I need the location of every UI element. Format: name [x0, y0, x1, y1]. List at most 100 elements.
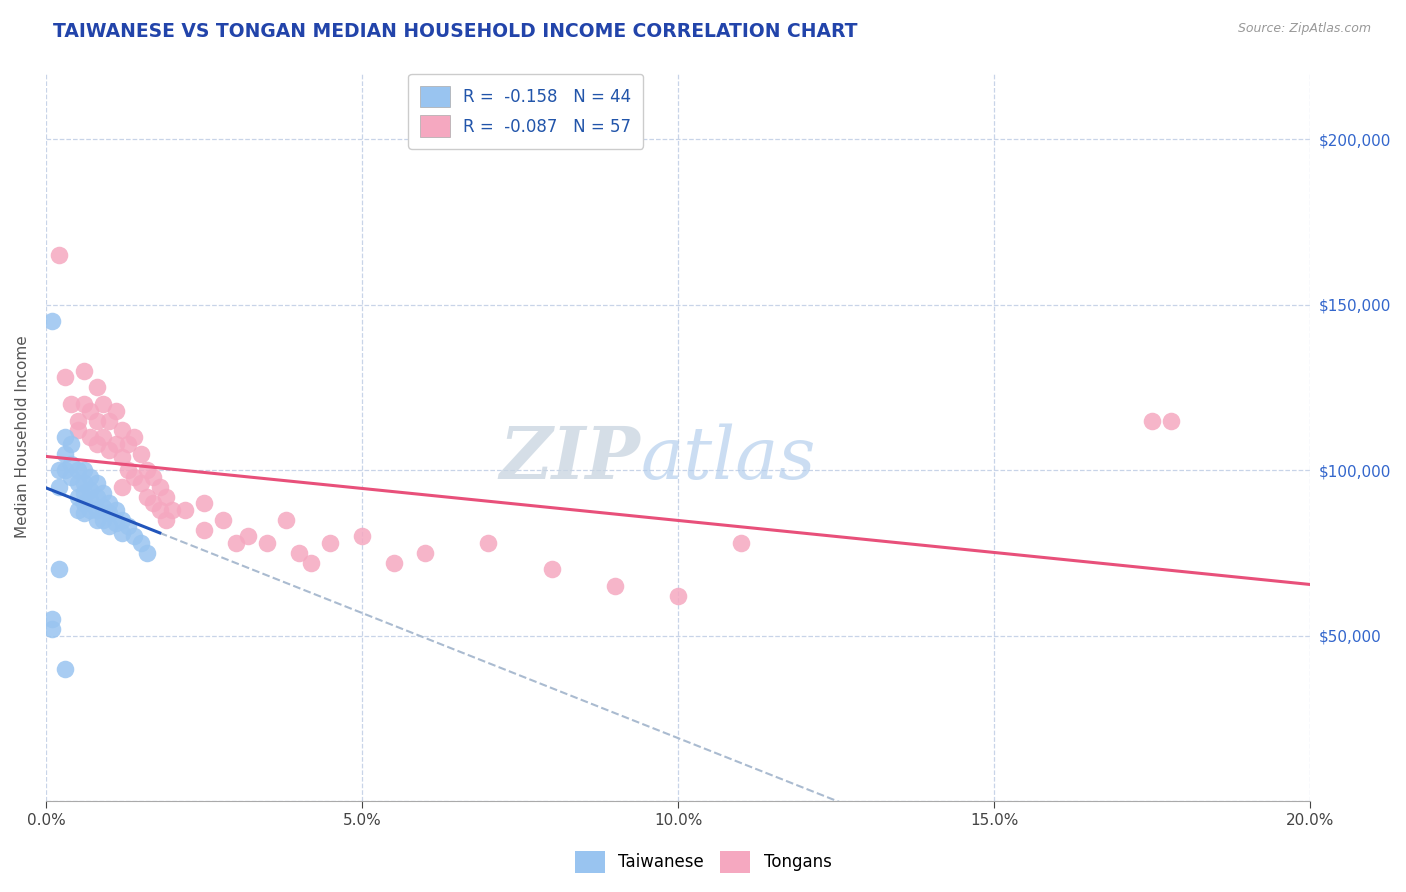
Point [66, 490, 89, 504]
Point [86, 436, 108, 450]
Point [111, 526, 134, 541]
Point [66, 503, 89, 517]
Point [86, 476, 108, 491]
Point [1142, 413, 1164, 427]
Point [79, 492, 101, 507]
Point [86, 503, 108, 517]
Point [104, 503, 127, 517]
Legend: Taiwanese, Tongans: Taiwanese, Tongans [568, 845, 838, 880]
Text: atlas: atlas [640, 424, 815, 494]
Point [136, 546, 159, 560]
Point [117, 436, 139, 450]
Point [142, 496, 165, 510]
Point [136, 463, 159, 477]
Point [86, 380, 108, 394]
Legend: R =  -0.158   N = 44, R =  -0.087   N = 57: R = -0.158 N = 44, R = -0.087 N = 57 [408, 74, 643, 149]
Point [79, 483, 101, 497]
Point [301, 556, 323, 570]
Point [41, 314, 63, 328]
Point [666, 589, 689, 603]
Point [603, 579, 626, 593]
Point [60, 397, 83, 411]
Point [155, 513, 177, 527]
Point [288, 546, 311, 560]
Point [352, 529, 374, 543]
Point [238, 529, 260, 543]
Point [79, 403, 101, 417]
Point [66, 424, 89, 438]
Point [477, 536, 499, 550]
Point [79, 430, 101, 444]
Point [48, 480, 70, 494]
Point [104, 516, 127, 530]
Point [66, 413, 89, 427]
Point [98, 519, 121, 533]
Point [382, 556, 405, 570]
Text: TAIWANESE VS TONGAN MEDIAN HOUSEHOLD INCOME CORRELATION CHART: TAIWANESE VS TONGAN MEDIAN HOUSEHOLD INC… [53, 22, 858, 41]
Point [53, 370, 76, 384]
Point [79, 503, 101, 517]
Point [256, 536, 278, 550]
Point [98, 413, 121, 427]
Point [193, 496, 215, 510]
Point [98, 496, 121, 510]
Point [124, 529, 146, 543]
Point [86, 513, 108, 527]
Point [53, 430, 76, 444]
Point [73, 496, 96, 510]
Point [319, 536, 342, 550]
Point [91, 397, 114, 411]
Point [129, 476, 152, 491]
Point [53, 463, 76, 477]
Point [174, 503, 197, 517]
Point [73, 364, 96, 378]
Point [111, 513, 134, 527]
Point [162, 503, 184, 517]
Point [149, 503, 172, 517]
Point [104, 403, 127, 417]
Point [124, 470, 146, 484]
Point [193, 523, 215, 537]
Point [73, 463, 96, 477]
Point [79, 470, 101, 484]
Point [66, 463, 89, 477]
Point [60, 470, 83, 484]
Point [48, 562, 70, 576]
Text: Source: ZipAtlas.com: Source: ZipAtlas.com [1237, 22, 1371, 36]
Point [124, 430, 146, 444]
Point [91, 430, 114, 444]
Point [730, 536, 752, 550]
Point [73, 476, 96, 491]
Point [48, 463, 70, 477]
Point [98, 506, 121, 520]
Text: ZIP: ZIP [499, 424, 640, 494]
Point [111, 480, 134, 494]
Point [111, 424, 134, 438]
Point [1160, 413, 1182, 427]
Point [136, 490, 159, 504]
Point [155, 490, 177, 504]
Point [41, 622, 63, 636]
Point [111, 450, 134, 464]
Point [53, 447, 76, 461]
Point [73, 397, 96, 411]
Point [540, 562, 562, 576]
Point [276, 513, 298, 527]
Point [53, 662, 76, 676]
Point [413, 546, 436, 560]
Point [91, 513, 114, 527]
Point [86, 413, 108, 427]
Point [48, 248, 70, 262]
Point [91, 500, 114, 514]
Point [60, 436, 83, 450]
Y-axis label: Median Household Income: Median Household Income [15, 335, 30, 539]
Point [73, 486, 96, 500]
Point [129, 447, 152, 461]
Point [212, 513, 235, 527]
Point [117, 519, 139, 533]
Point [41, 612, 63, 626]
Point [98, 443, 121, 458]
Point [60, 457, 83, 471]
Point [91, 486, 114, 500]
Point [142, 470, 165, 484]
